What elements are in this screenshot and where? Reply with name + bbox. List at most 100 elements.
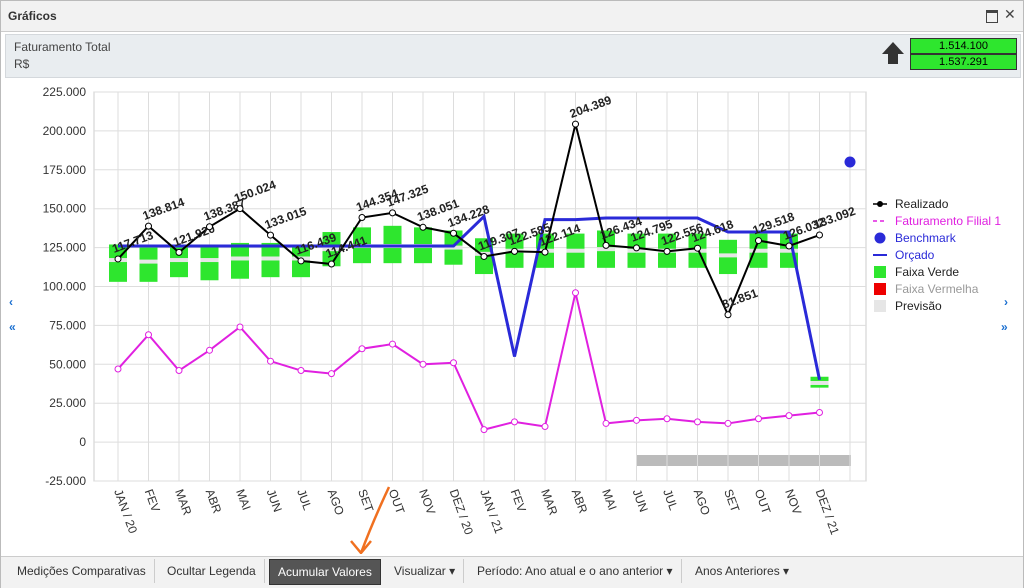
legend-swatch [874, 283, 886, 295]
marker [663, 247, 671, 255]
nav-prev[interactable]: ‹ [9, 295, 13, 309]
data-label: 138.814 [141, 195, 187, 223]
marker [450, 229, 457, 237]
marker [816, 231, 823, 239]
legend-label: Realizado [895, 197, 949, 211]
nav-next[interactable]: › [1004, 295, 1008, 309]
header-title: Faturamento Total [14, 40, 111, 54]
y-tick-label: 125.000 [43, 241, 87, 255]
x-tick-label: AGO [691, 487, 713, 517]
x-tick-label: JAN / 20 [111, 487, 140, 535]
marker [572, 289, 579, 297]
y-tick-label: -25.000 [45, 474, 86, 488]
x-tick-label: MAI [599, 487, 619, 512]
forecast-tick [170, 258, 188, 263]
marker [541, 248, 549, 256]
forecast-tick [780, 248, 798, 253]
x-tick-label: JUN [630, 487, 651, 514]
x-tick-label: SET [721, 487, 742, 514]
legend-swatch [874, 300, 886, 312]
marker [328, 260, 335, 268]
marker [724, 311, 732, 319]
x-tick-label: OUT [386, 487, 408, 516]
y-tick-label: 100.000 [43, 280, 87, 294]
y-tick-label: 50.000 [49, 357, 86, 371]
data-label: 133.015 [263, 204, 309, 232]
dropdown[interactable]: Período: Ano atual e o ano anterior ▾ [469, 559, 682, 583]
marker [755, 415, 762, 423]
title-bar: Gráficos ✕ [1, 1, 1023, 32]
marker [206, 346, 213, 354]
marker [602, 419, 610, 427]
marker [480, 426, 488, 434]
marker [145, 222, 152, 230]
forecast-tick [231, 256, 249, 261]
maximize[interactable] [986, 10, 998, 23]
series-line [117, 123, 820, 318]
forecast-tick [719, 253, 737, 258]
toolbar: Medições Comparativas Ocultar Legenda Ac… [1, 556, 1023, 588]
marker [236, 323, 244, 331]
total-box: 1.514.100 [910, 38, 1017, 54]
marker [480, 252, 488, 260]
close[interactable]: ✕ [1004, 6, 1016, 22]
button[interactable]: Acumular Valores [269, 559, 381, 585]
forecast-tick [749, 248, 768, 253]
marker [297, 367, 305, 375]
forecast-tick [444, 245, 463, 250]
total-box: 1.537.291 [910, 54, 1017, 70]
marker [541, 423, 549, 431]
header: Faturamento Total R$ 1.514.100 1.537.291 [5, 34, 1021, 78]
benchmark-dot [844, 156, 856, 168]
x-tick-label: MAR [172, 487, 194, 517]
marker [145, 331, 152, 339]
x-tick-label: ABR [569, 487, 591, 515]
x-tick-label: FEV [142, 487, 163, 514]
annotation-arrow [350, 486, 391, 554]
x-tick-label: JUL [294, 487, 315, 512]
legend-swatch [874, 232, 886, 244]
marker [511, 418, 518, 426]
marker [663, 415, 671, 423]
x-tick-label: NOV [782, 487, 804, 516]
marker [724, 419, 732, 427]
marker [175, 367, 183, 375]
marker [633, 416, 640, 424]
nav-first[interactable]: « [9, 320, 16, 334]
button[interactable]: Medições Comparativas [9, 559, 155, 583]
forecast-tick [597, 247, 615, 252]
marker [236, 205, 244, 213]
button[interactable]: Ocultar Legenda [159, 559, 265, 583]
marker [389, 340, 396, 348]
marker [633, 244, 640, 252]
y-tick-label: 225.000 [43, 85, 87, 99]
band-box [200, 244, 219, 281]
marker [602, 241, 610, 249]
series-line [117, 292, 820, 431]
marker [328, 370, 335, 378]
x-tick-label: JUL [660, 487, 681, 512]
label: Período: Ano atual e o ano anterior [477, 564, 664, 578]
x-tick-label: MAR [538, 487, 560, 517]
x-tick-label: SET [355, 487, 376, 514]
dropdown[interactable]: Anos Anteriores ▾ [695, 564, 790, 578]
marker [785, 412, 793, 420]
marker [816, 409, 823, 417]
chart: ‹ « › » 225.000 200.000 175.000 150.000 125.… [9, 85, 1008, 554]
y-tick-label: 150.000 [43, 202, 87, 216]
marker [419, 360, 427, 368]
up-arrow [882, 42, 904, 54]
x-tick-label: OUT [752, 487, 774, 516]
marker [572, 120, 579, 128]
forecast-tick [566, 248, 585, 253]
y-tick-label: 75.000 [49, 318, 86, 332]
marker [389, 209, 396, 217]
data-label: 204.389 [568, 93, 614, 121]
marker [267, 357, 274, 365]
dropdown[interactable]: Visualizar ▾ [386, 559, 465, 583]
forecast-tick [261, 256, 280, 261]
nav-last[interactable]: » [1001, 320, 1008, 334]
x-tick-label: DEZ / 20 [447, 487, 476, 537]
marker [785, 242, 793, 250]
